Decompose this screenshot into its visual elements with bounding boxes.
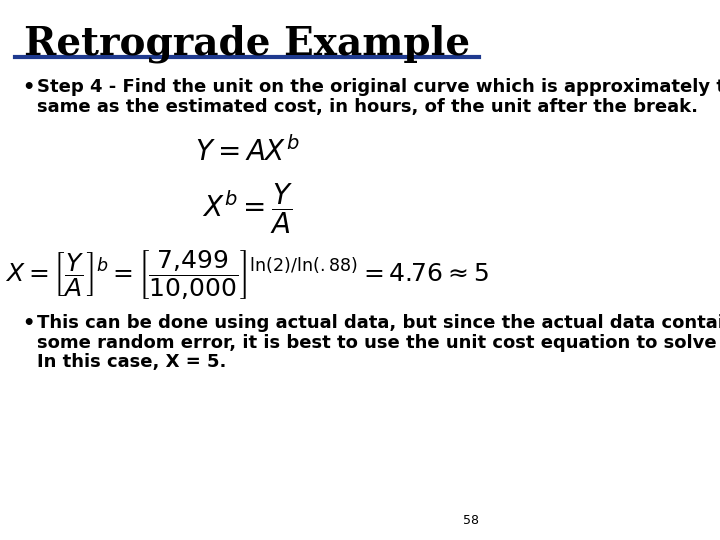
Text: $X^{b} = \dfrac{Y}{A}$: $X^{b} = \dfrac{Y}{A}$	[202, 181, 293, 235]
Text: $Y = AX^{b}$: $Y = AX^{b}$	[195, 136, 300, 167]
Text: This can be done using actual data, but since the actual data contains: This can be done using actual data, but …	[37, 314, 720, 332]
Text: some random error, it is best to use the unit cost equation to solve for X.: some random error, it is best to use the…	[37, 334, 720, 352]
Text: In this case, X = 5.: In this case, X = 5.	[37, 353, 227, 371]
Text: $X = \left[\dfrac{Y}{A}\right]^{b} = \left[\dfrac{7{,}499}{10{,}000}\right]^{\ln: $X = \left[\dfrac{Y}{A}\right]^{b} = \le…	[5, 248, 489, 302]
Text: Retrograde Example: Retrograde Example	[24, 24, 470, 63]
Text: 58: 58	[464, 514, 480, 526]
Text: Step 4 - Find the unit on the original curve which is approximately the: Step 4 - Find the unit on the original c…	[37, 78, 720, 96]
Text: •: •	[22, 78, 35, 97]
Text: same as the estimated cost, in hours, of the unit after the break.: same as the estimated cost, in hours, of…	[37, 98, 698, 116]
Text: •: •	[22, 314, 35, 333]
